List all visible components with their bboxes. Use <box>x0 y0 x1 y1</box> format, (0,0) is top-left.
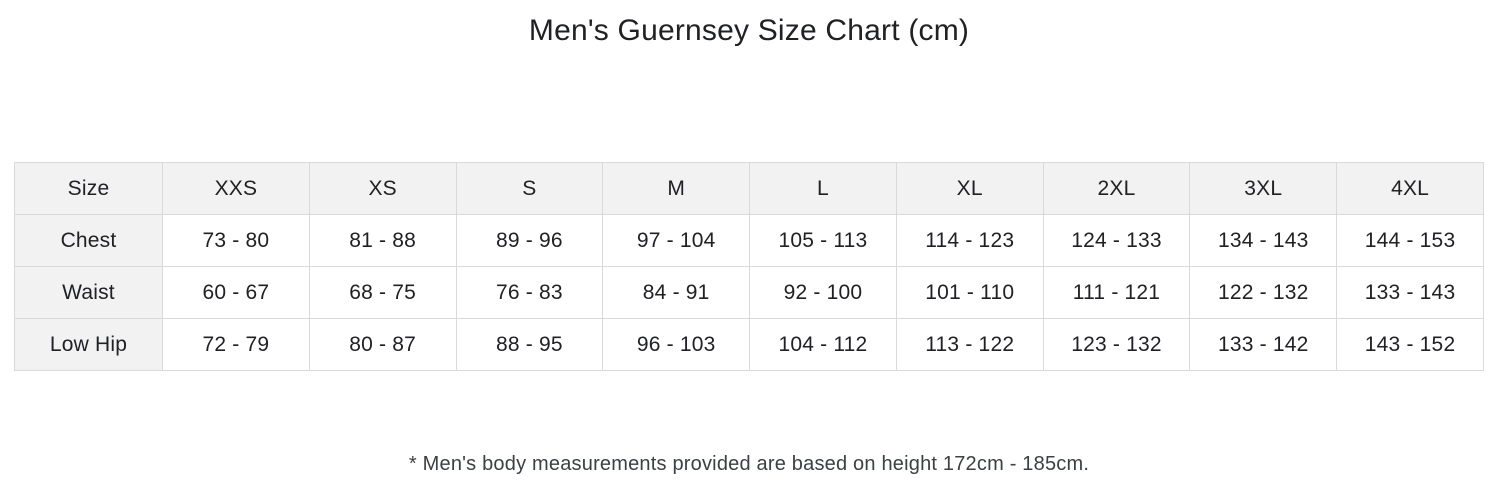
table-cell: 143 - 152 <box>1336 318 1484 371</box>
column-header-2xl: 2XL <box>1042 162 1191 215</box>
table-cell: 84 - 91 <box>602 266 751 319</box>
page-title: Men's Guernsey Size Chart (cm) <box>528 14 970 47</box>
column-header-s: S <box>455 162 604 215</box>
table-cell: 111 - 121 <box>1042 266 1191 319</box>
table-cell: 114 - 123 <box>895 214 1044 267</box>
row-label-low-hip: Low Hip <box>14 318 163 371</box>
table-cell: 134 - 143 <box>1189 214 1338 267</box>
table-cell: 73 - 80 <box>162 214 310 267</box>
table-cell: 124 - 133 <box>1042 214 1191 267</box>
table-cell: 105 - 113 <box>749 214 897 267</box>
column-header-xxs: XXS <box>162 162 310 215</box>
size-chart-table: Size XXS XS S M L XL 2XL 3XL 4XL Chest 7… <box>14 162 1484 371</box>
table-cell: 89 - 96 <box>455 214 604 267</box>
table-cell: 113 - 122 <box>895 318 1044 371</box>
table-header-row: Size XXS XS S M L XL 2XL 3XL 4XL <box>14 162 1484 215</box>
column-header-xl: XL <box>895 162 1044 215</box>
column-header-l: L <box>749 162 897 215</box>
table-row-chest: Chest 73 - 80 81 - 88 89 - 96 97 - 104 1… <box>14 214 1484 267</box>
column-header-3xl: 3XL <box>1189 162 1338 215</box>
table-cell: 60 - 67 <box>162 266 310 319</box>
table-cell: 80 - 87 <box>308 318 457 371</box>
table-cell: 92 - 100 <box>749 266 897 319</box>
table-cell: 144 - 153 <box>1336 214 1484 267</box>
table-cell: 88 - 95 <box>455 318 604 371</box>
table-cell: 104 - 112 <box>749 318 897 371</box>
column-header-xs: XS <box>308 162 457 215</box>
column-header-m: M <box>602 162 751 215</box>
row-label-chest: Chest <box>14 214 163 267</box>
size-chart-page: Men's Guernsey Size Chart (cm) Size XXS … <box>0 10 1498 476</box>
table-cell: 123 - 132 <box>1042 318 1191 371</box>
table-cell: 122 - 132 <box>1189 266 1338 319</box>
row-label-waist: Waist <box>14 266 163 319</box>
table-cell: 81 - 88 <box>308 214 457 267</box>
table-cell: 101 - 110 <box>895 266 1044 319</box>
footnote: * Men's body measurements provided are b… <box>408 453 1090 475</box>
table-cell: 97 - 104 <box>602 214 751 267</box>
table-row-low-hip: Low Hip 72 - 79 80 - 87 88 - 95 96 - 103… <box>14 318 1484 371</box>
column-header-size: Size <box>14 162 163 215</box>
table-cell: 76 - 83 <box>455 266 604 319</box>
table-row-waist: Waist 60 - 67 68 - 75 76 - 83 84 - 91 92… <box>14 266 1484 319</box>
table-cell: 133 - 143 <box>1336 266 1484 319</box>
table-cell: 96 - 103 <box>602 318 751 371</box>
table-cell: 72 - 79 <box>162 318 310 371</box>
column-header-4xl: 4XL <box>1336 162 1484 215</box>
table-cell: 68 - 75 <box>308 266 457 319</box>
table-cell: 133 - 142 <box>1189 318 1338 371</box>
